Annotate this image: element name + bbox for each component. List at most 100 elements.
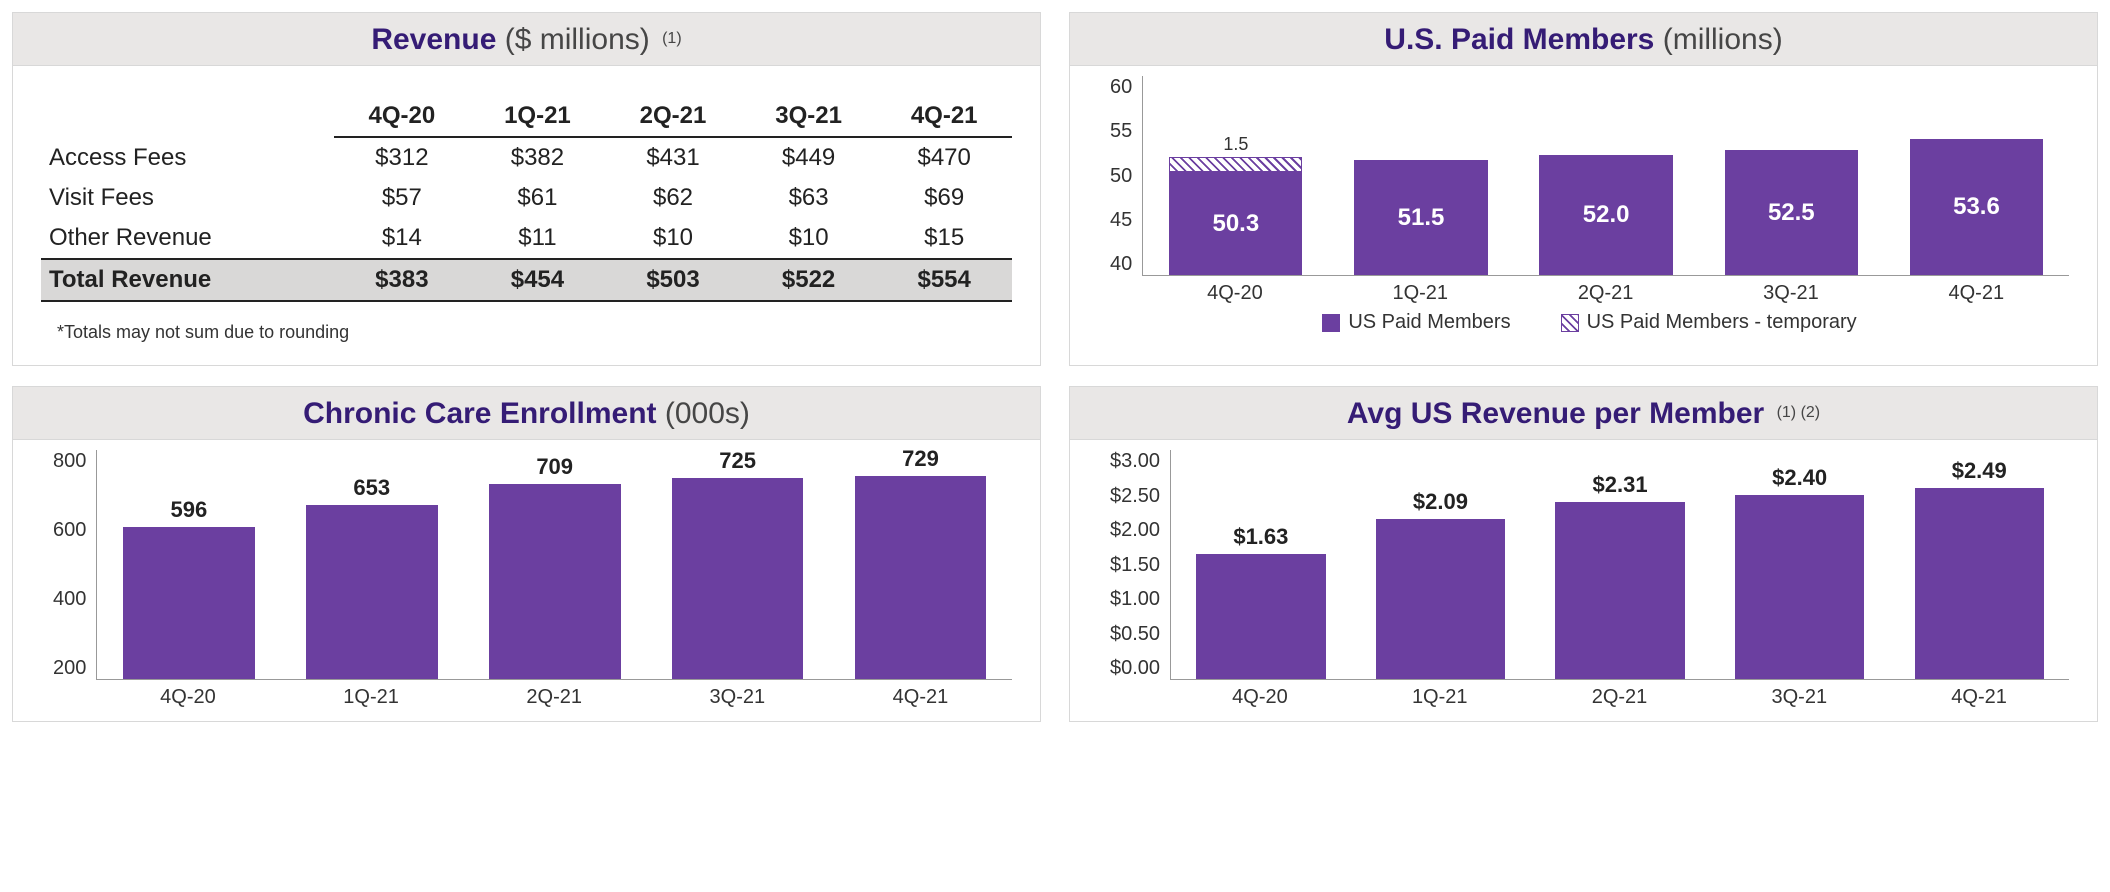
x-tick-label: 4Q-20 [1170,686,1350,709]
bar-temp-label: 1.5 [1223,134,1248,155]
revenue-footnote: *Totals may not sum due to rounding [41,302,1012,355]
bar [1376,519,1505,679]
bar-stack: 50.3 [1169,157,1302,275]
cell: $11 [470,218,606,259]
bar-column: 51.5 [1328,160,1513,275]
x-tick-label: 1Q-21 [1328,282,1513,305]
bar-value-label: 725 [719,448,756,474]
members-panel-header: U.S. Paid Members (millions) [1070,13,2097,66]
cell: $10 [605,218,741,259]
bar-stack: 52.5 [1725,150,1858,275]
bar-column: 1.550.3 [1143,134,1328,275]
legend-item: US Paid Members [1322,311,1510,334]
cell: $449 [741,137,877,178]
cell: $62 [605,178,741,218]
cell: $15 [876,218,1012,259]
cell: $63 [741,178,877,218]
bar-column: 596 [97,497,280,679]
cell: $57 [334,178,470,218]
total-row: Total Revenue$383$454$503$522$554 [41,259,1012,301]
bar: 51.5 [1354,160,1487,275]
row-label: Other Revenue [41,218,334,259]
bar-column: $1.63 [1171,524,1351,679]
bar-value-label: 53.6 [1953,193,2000,221]
x-tick-label: 3Q-21 [1709,686,1889,709]
bar-column: $2.49 [1889,458,2069,679]
revenue-title-strong: Revenue [371,23,496,56]
revenue-title-light: ($ millions) [496,23,658,56]
bar-column: 709 [463,454,646,679]
x-tick-label: 1Q-21 [280,686,463,709]
bar: 53.6 [1910,139,2043,275]
bar-value-label: 52.0 [1583,201,1630,229]
legend-label: US Paid Members - temporary [1587,311,1857,334]
bar [1915,488,2044,679]
dashboard-grid: Revenue ($ millions) (1) 4Q-20 1Q-21 2Q-… [12,12,2098,722]
legend-item: US Paid Members - temporary [1561,311,1857,334]
x-tick-label: 2Q-21 [1530,686,1710,709]
y-tick-label: 50 [1110,165,1132,188]
members-title-strong: U.S. Paid Members [1384,23,1654,56]
x-tick-label: 2Q-21 [1513,282,1698,305]
bar-temp [1169,157,1302,172]
cell: $14 [334,218,470,259]
arpm-x-axis: 4Q-201Q-212Q-213Q-214Q-21 [1170,680,2069,709]
x-tick-label: 4Q-21 [1889,686,2069,709]
bar-value-label: $2.49 [1952,458,2007,484]
y-tick-label: 45 [1110,209,1132,232]
legend-swatch [1561,314,1579,332]
bar-stack: 53.6 [1910,139,2043,275]
chronic-panel-header: Chronic Care Enrollment (000s) [13,387,1040,440]
bar-stack: 52.0 [1539,155,1672,275]
bar-column: $2.31 [1530,472,1710,679]
y-tick-label: 60 [1110,76,1132,99]
y-tick-label: $1.50 [1110,554,1160,577]
x-tick-label: 3Q-21 [1698,282,1883,305]
arpm-y-axis: $3.00$2.50$2.00$1.50$1.00$0.50$0.00 [1110,450,1170,680]
bar-column: 53.6 [1884,139,2069,275]
members-plot: 1.550.3 51.5 52.0 52.5 53.6 [1142,76,2069,276]
bar-column: $2.40 [1710,465,1890,679]
legend-swatch [1322,314,1340,332]
table-row: Access Fees$312$382$431$449$470 [41,137,1012,178]
cell: $522 [741,259,877,301]
bar-column: 729 [829,446,1012,679]
col-hdr: 3Q-21 [741,96,877,137]
bar-value-label: 51.5 [1398,204,1445,232]
bar: 52.5 [1725,150,1858,275]
bar-column: 725 [646,448,829,679]
arpm-plot: $1.63 $2.09 $2.31 $2.40 $2.49 [1170,450,2069,680]
cell: $503 [605,259,741,301]
col-hdr: 1Q-21 [470,96,606,137]
members-legend: US Paid Members US Paid Members - tempora… [1110,305,2069,342]
table-row: Other Revenue$14$11$10$10$15 [41,218,1012,259]
x-tick-label: 2Q-21 [463,686,646,709]
bar-value-label: 653 [353,475,390,501]
bar-column: 653 [280,475,463,679]
bar-value-label: 729 [902,446,939,472]
bar [672,478,804,679]
y-tick-label: $2.50 [1110,485,1160,508]
bar-value-label: 709 [536,454,573,480]
x-tick-label: 4Q-20 [1142,282,1327,305]
y-tick-label: 40 [1110,253,1132,276]
y-tick-label: 600 [53,519,86,542]
cell: $383 [334,259,470,301]
bar [306,505,438,679]
cell: $382 [470,137,606,178]
members-panel: U.S. Paid Members (millions) 6055504540 … [1069,12,2098,366]
x-tick-label: 4Q-21 [1884,282,2069,305]
chronic-x-axis: 4Q-201Q-212Q-213Q-214Q-21 [96,680,1012,709]
bar-value-label: $2.40 [1772,465,1827,491]
bar: 52.0 [1539,155,1672,275]
x-tick-label: 4Q-21 [829,686,1012,709]
bar [123,527,255,679]
bar-value-label: 52.5 [1768,199,1815,227]
col-hdr: 4Q-21 [876,96,1012,137]
row-label: Visit Fees [41,178,334,218]
cell: $431 [605,137,741,178]
row-label: Total Revenue [41,259,334,301]
bar-value-label: 596 [170,497,207,523]
bar-column: $2.09 [1351,489,1531,679]
bar-value-label: $2.09 [1413,489,1468,515]
